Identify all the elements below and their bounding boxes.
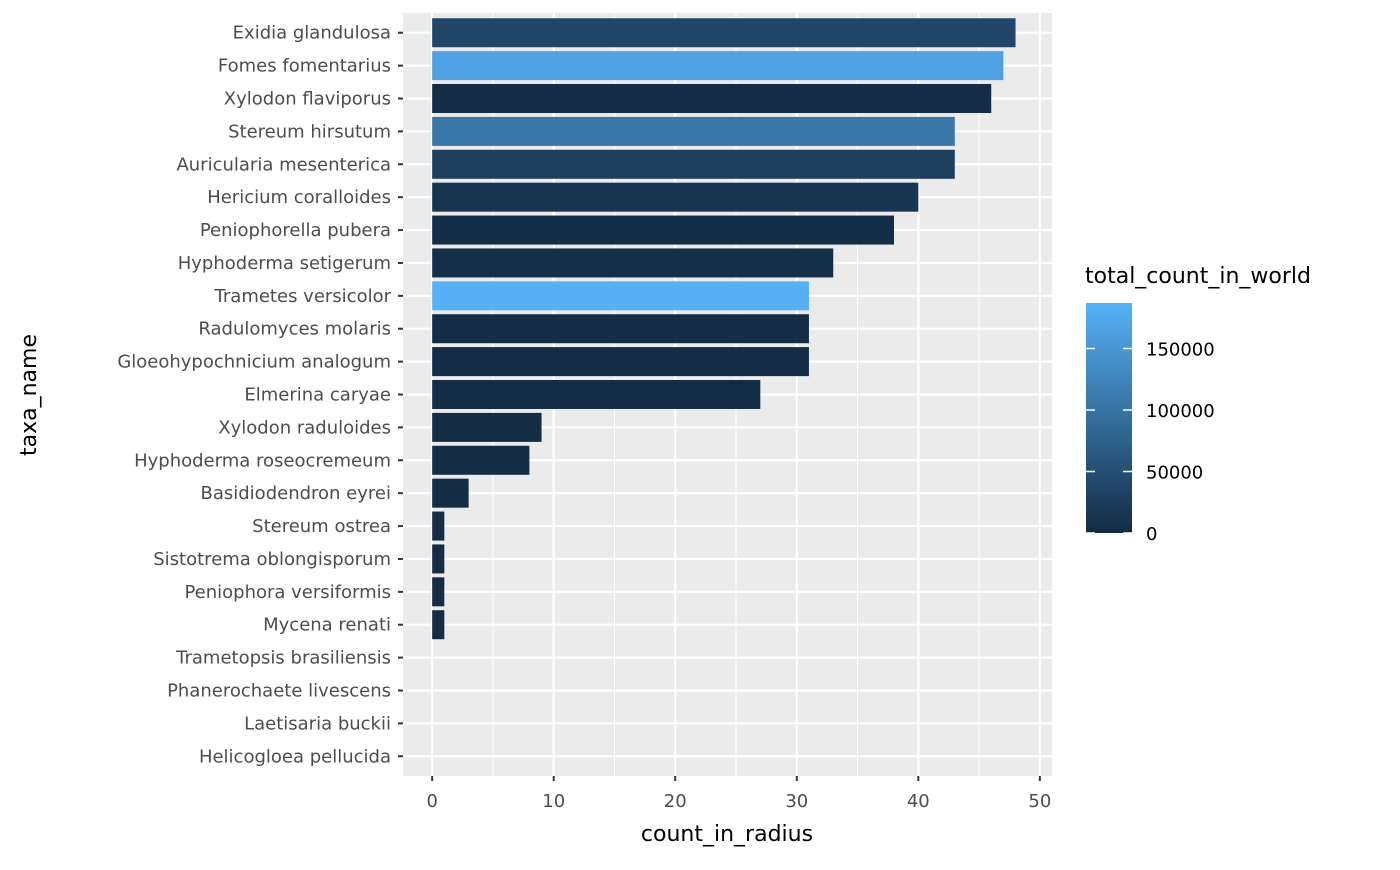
- bar: [432, 116, 955, 146]
- bar: [432, 215, 895, 245]
- bar: [432, 149, 955, 179]
- y-tick-label: Laetisaria buckii: [244, 713, 391, 734]
- legend: total_count_in_world 0 50000 100000 150000: [1085, 264, 1311, 545]
- bar: [432, 281, 809, 311]
- y-tick-label: Helicogloea pellucida: [199, 746, 391, 767]
- legend-tick-label: 50000: [1146, 463, 1203, 484]
- bar: [432, 445, 530, 475]
- y-tick-label: Fomes fomentarius: [218, 56, 391, 77]
- y-tick-label: Radulomyces molaris: [198, 319, 391, 340]
- legend-title: total_count_in_world: [1085, 264, 1311, 289]
- legend-tick-label: 0: [1146, 524, 1157, 545]
- bar: [432, 412, 542, 442]
- y-tick-label: Stereum hirsutum: [228, 121, 391, 142]
- legend-tick-label: 150000: [1146, 340, 1215, 361]
- bar: [432, 511, 445, 541]
- bar: [432, 18, 1016, 48]
- y-tick-label: Trametopsis brasiliensis: [175, 648, 391, 669]
- y-tick-label: Hyphoderma roseocremeum: [134, 450, 391, 471]
- x-tick-label: 50: [1028, 791, 1051, 812]
- bar: [432, 314, 809, 344]
- bar: [432, 51, 1004, 81]
- x-tick-label: 20: [664, 791, 687, 812]
- bar: [432, 182, 919, 212]
- legend-colorbar: [1086, 303, 1132, 533]
- y-tick-label: Auricularia mesenterica: [176, 154, 391, 175]
- y-axis-title: taxa_name: [17, 334, 42, 456]
- x-axis-title: count_in_radius: [641, 822, 813, 847]
- bar: [432, 478, 469, 508]
- y-tick-label: Gloeohypochnicium analogum: [117, 352, 391, 373]
- legend-tick-label: 100000: [1146, 401, 1215, 422]
- y-tick-label: Hericium coralloides: [207, 187, 391, 208]
- x-tick-label: 30: [785, 791, 808, 812]
- y-tick-label: Sistotrema oblongisporum: [153, 549, 391, 570]
- y-tick-label: Xylodon raduloides: [218, 417, 391, 438]
- bar: [432, 248, 834, 278]
- y-tick-label: Basidiodendron eyrei: [201, 483, 392, 504]
- x-tick-label: 40: [907, 791, 930, 812]
- y-tick-label: Elmerina caryae: [244, 385, 391, 406]
- y-tick-label: Trametes versicolor: [214, 286, 392, 307]
- y-tick-label: Xylodon flaviporus: [224, 89, 391, 110]
- y-tick-label: Stereum ostrea: [252, 516, 391, 537]
- y-tick-label: Mycena renati: [263, 615, 391, 636]
- bar: [432, 380, 761, 409]
- y-tick-label: Peniophorella pubera: [200, 220, 391, 241]
- y-tick-label: Peniophora versiformis: [184, 582, 391, 603]
- bar: [432, 544, 445, 574]
- y-tick-label: Phanerochaete livescens: [167, 680, 391, 701]
- y-tick-label: Hyphoderma setigerum: [178, 253, 391, 274]
- bar: [432, 84, 992, 114]
- bar: [432, 347, 809, 377]
- x-tick-label: 0: [426, 791, 437, 812]
- bar: [432, 610, 445, 640]
- bar: [432, 577, 445, 607]
- x-tick-label: 10: [542, 791, 565, 812]
- y-tick-label: Exidia glandulosa: [233, 23, 391, 44]
